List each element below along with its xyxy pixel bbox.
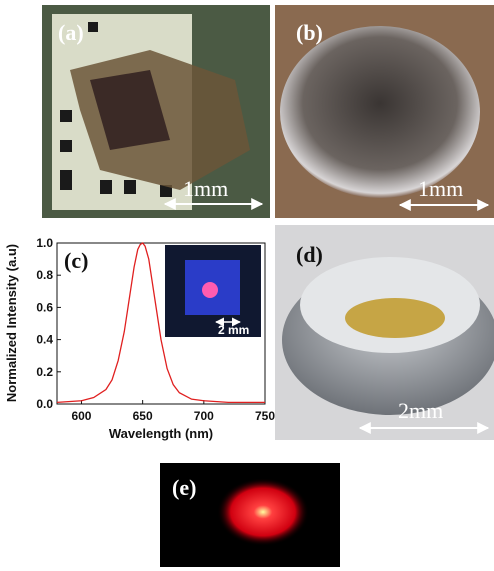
panel-d: (d) 2mm: [275, 225, 494, 440]
panel-e: (e): [160, 463, 340, 567]
panel-label: (e): [172, 475, 196, 500]
y-tick-label: 1.0: [36, 236, 53, 250]
y-tick-label: 0.8: [36, 268, 53, 282]
x-tick-label: 600: [71, 409, 91, 423]
panel-label: (a): [58, 20, 84, 45]
panel-c: 2 mm (c) Wavelength (nm) Normalized Inte…: [4, 236, 275, 441]
x-tick-label: 650: [133, 409, 153, 423]
y-tick-label: 0.4: [36, 333, 53, 347]
y-tick-label: 0.2: [36, 365, 53, 379]
y-tick-label: 0.6: [36, 300, 53, 314]
x-tick-label: 700: [194, 409, 214, 423]
scale-label: 1mm: [183, 176, 228, 201]
panel-a: (a) 1mm: [42, 5, 270, 218]
scale-label: 1mm: [418, 176, 463, 201]
plot-frame: [56, 242, 266, 405]
y-axis-label: Normalized Intensity (a.u): [4, 244, 19, 402]
panel-b: (b) 1mm: [275, 5, 494, 218]
panel-label: (d): [296, 242, 323, 267]
x-axis-label: Wavelength (nm): [109, 426, 213, 441]
spectrum-line: [56, 242, 265, 404]
panel-label: (c): [64, 248, 88, 273]
panel-label: (b): [296, 20, 323, 45]
y-tick-label: 0.0: [36, 397, 53, 411]
scale-label: 2mm: [398, 398, 443, 423]
inset-scale-label: 2 mm: [218, 323, 249, 337]
x-tick-label: 750: [255, 409, 275, 423]
